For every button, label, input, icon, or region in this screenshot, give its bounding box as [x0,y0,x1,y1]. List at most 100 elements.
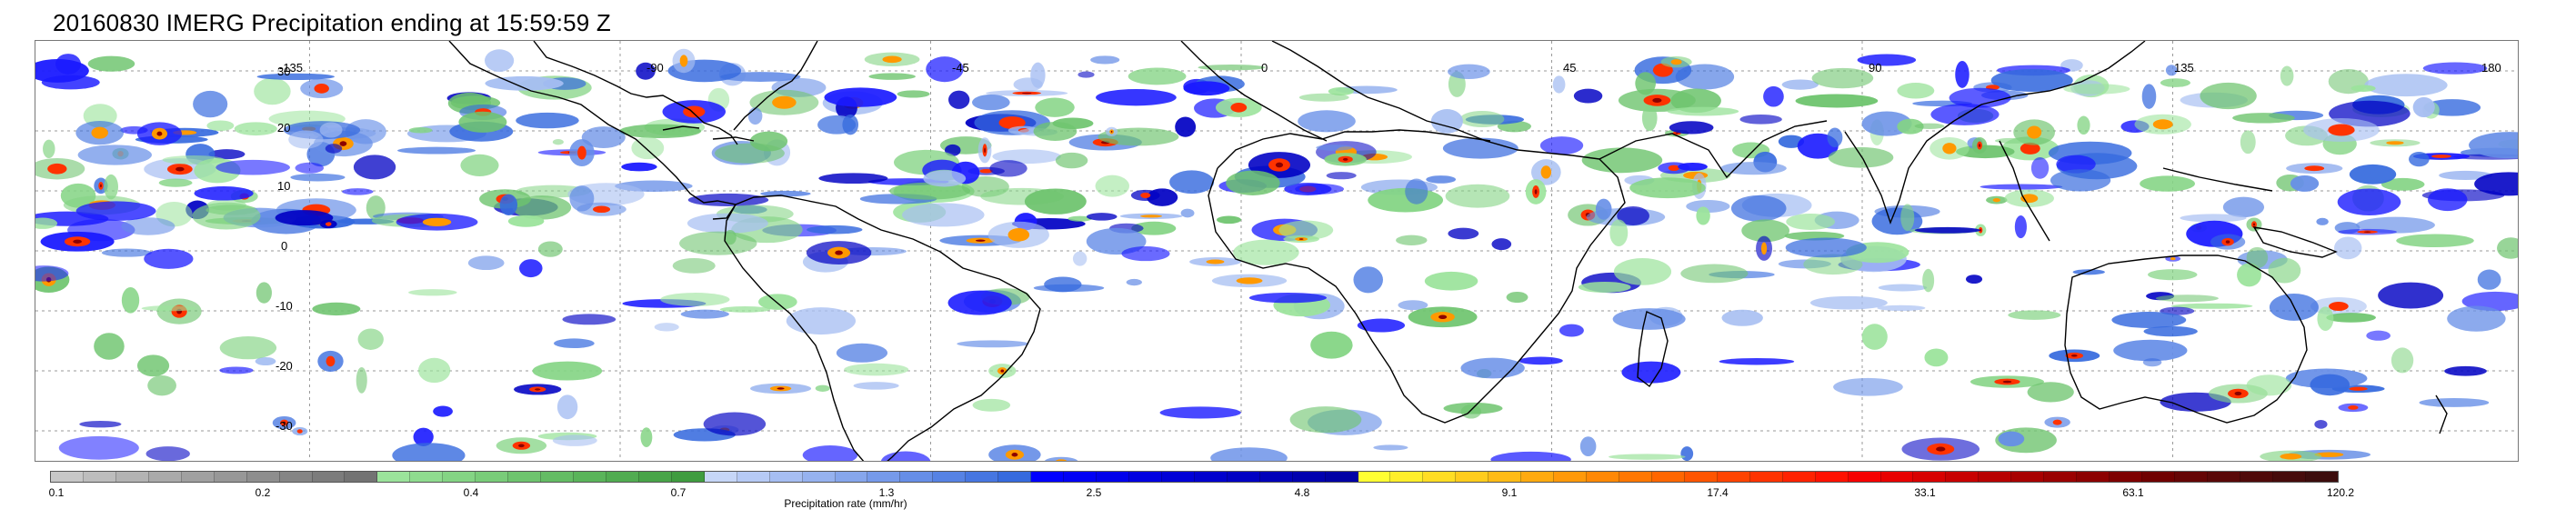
colorbar-swatch [1749,472,1783,482]
colorbar-swatch [312,472,346,482]
lon-label: 0 [1261,61,1268,75]
colorbar-swatch [1423,472,1457,482]
colorbar-swatch [638,472,672,482]
colorbar-swatch [769,472,803,482]
lat-label: 0 [281,239,288,253]
colorbar-swatch [2240,472,2273,482]
colorbar-tick-label: 0.1 [48,486,65,499]
colorbar-title: Precipitation rate (mm/hr) [784,497,907,510]
map-canvas [35,41,2518,461]
colorbar-swatch [835,472,868,482]
colorbar-swatch [246,472,280,482]
colorbar-tick-label: 33.1 [1914,486,1936,499]
colorbar-swatch [1651,472,1685,482]
colorbar-swatch [1390,472,1424,482]
colorbar-swatch [1619,472,1652,482]
colorbar-tick-label: 0.7 [670,486,687,499]
precipitation-field [35,48,2518,461]
lat-label: 20 [277,121,291,135]
colorbar-swatch [1717,472,1750,482]
colorbar-swatch [2207,472,2240,482]
lat-label: -10 [276,299,293,313]
colorbar-swatch [1913,472,1947,482]
lat-label: 10 [277,179,291,193]
lon-label: -45 [952,61,969,75]
colorbar-swatch [541,472,574,482]
coastlines [448,41,2448,461]
lat-label: -20 [276,359,293,373]
colorbar-swatch [279,472,313,482]
colorbar-swatch [900,472,934,482]
colorbar-swatch [1979,472,2012,482]
colorbar-tick-label: 0.4 [463,486,479,499]
colorbar-swatch [148,472,182,482]
colorbar-swatch [2272,472,2306,482]
lon-label: -90 [647,61,664,75]
colorbar-swatch [1587,472,1619,482]
colorbar-tick-label: 0.2 [255,486,271,499]
colorbar-swatch [1325,472,1358,482]
colorbar-swatch [1488,472,1522,482]
colorbar-swatch [574,472,606,482]
colorbar-swatch [345,472,378,482]
lon-label: -135 [279,61,304,75]
lon-label: 45 [1563,61,1577,75]
colorbar-tick-label: 1.3 [878,486,895,499]
colorbar-swatch [1456,472,1489,482]
colorbar-swatch [1259,472,1293,482]
colorbar-tick-label: 4.8 [1294,486,1310,499]
graticule [35,41,2518,461]
colorbar-swatch [1097,472,1129,482]
colorbar-swatch [2077,472,2110,482]
colorbar-swatch [1848,472,1881,482]
precipitation-map: -135 -90 -45 0 45 90 135 180 30 20 10 0 … [35,40,2519,462]
colorbar-swatch [1782,472,1816,482]
colorbar-swatch [2305,472,2338,482]
colorbar-swatch [508,472,542,482]
colorbar-tick-label: 2.5 [1086,486,1102,499]
colorbar-swatch [2142,472,2175,482]
colorbar-swatch [2044,472,2078,482]
colorbar-swatch [671,472,705,482]
colorbar-tick-label: 17.4 [1707,486,1729,499]
lon-label: 90 [1869,61,1882,75]
colorbar-swatch [1031,472,1065,482]
colorbar-swatch [867,472,901,482]
colorbar-swatch [181,472,215,482]
colorbar-tick-label: 9.1 [1501,486,1518,499]
colorbar-swatch [115,472,149,482]
lon-label: 135 [2174,61,2194,75]
colorbar-swatch [214,472,247,482]
colorbar-swatch [1358,472,1391,482]
colorbar-swatch [998,472,1032,482]
colorbar-swatch [443,472,476,482]
colorbar-swatch [1815,472,1849,482]
colorbar-swatch [2110,472,2142,482]
colorbar-swatch [1128,472,1162,482]
lat-label: -30 [276,419,293,433]
colorbar-swatch [737,472,770,482]
colorbar-swatch [1227,472,1260,482]
colorbar-swatch [1554,472,1588,482]
colorbar-swatch [2011,472,2045,482]
colorbar-swatch [1064,472,1097,482]
colorbar-swatch [966,472,999,482]
colorbar-swatch [1521,472,1555,482]
colorbar-swatch [410,472,444,482]
colorbar-swatch [51,472,84,482]
colorbar-swatch [1946,472,1980,482]
colorbar-swatch [933,472,967,482]
colorbar-swatch [802,472,836,482]
colorbar-swatch [606,472,639,482]
colorbar-swatch [377,472,411,482]
colorbar-swatch [1161,472,1195,482]
colorbar-swatch [1194,472,1228,482]
colorbar-swatch [476,472,509,482]
colorbar-swatch [1292,472,1326,482]
colorbar-swatch [1880,472,1914,482]
colorbar-swatch [2174,472,2208,482]
colorbar-swatch [83,472,116,482]
lat-label: 30 [277,65,291,78]
colorbar-swatch [1684,472,1718,482]
map-title: 20160830 IMERG Precipitation ending at 1… [53,9,611,36]
